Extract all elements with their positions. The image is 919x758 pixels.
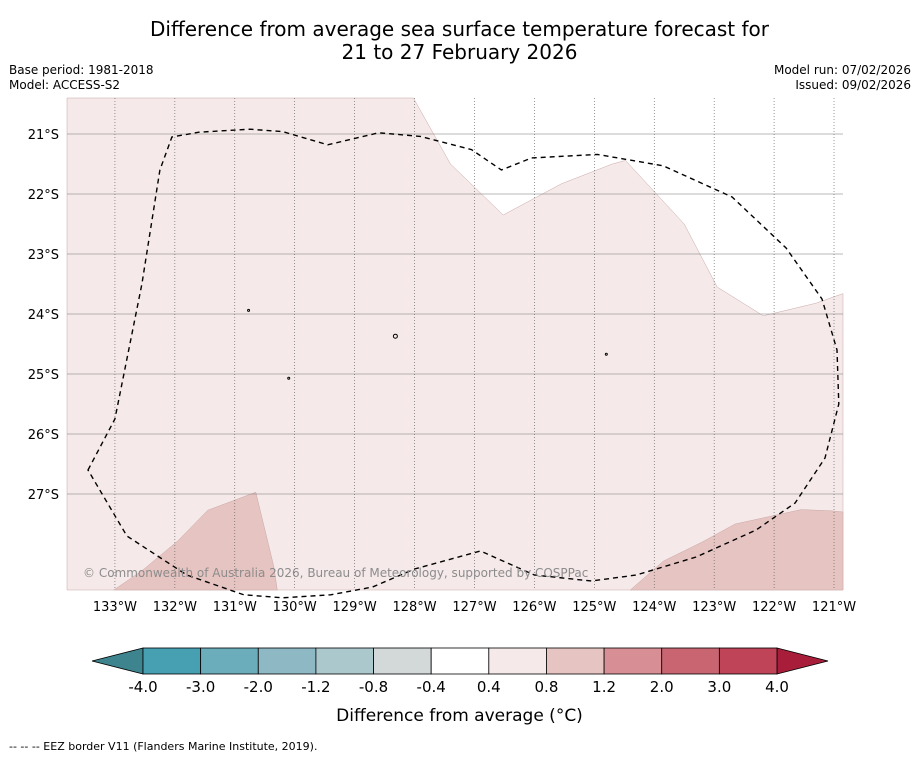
colorbar-segment <box>430 647 490 675</box>
map-plot-area: © Commonwealth of Australia 2026, Bureau… <box>66 97 844 599</box>
model-run: Model run: 07/02/2026 <box>773 63 911 77</box>
colorbar: -4.0 -3.0 -2.0 -1.2 -0.8 -0.4 0.4 0.8 1.2 2.0 3.0 4… <box>91 647 829 696</box>
lon-label: 129°W <box>333 600 377 615</box>
chart-title-line1: Difference from average sea surface temp… <box>149 17 769 41</box>
lat-label: 25°S <box>28 368 59 383</box>
colorbar-label: Difference from average (°C) <box>0 706 919 726</box>
lon-label: 127°W <box>452 600 496 615</box>
lon-label: 123°W <box>692 600 736 615</box>
lat-label: 21°S <box>28 128 59 143</box>
longitude-labels: 133°W 132°W 131°W 130°W 129°W 128°W 127°W 126°W… <box>93 600 856 615</box>
lon-label: 124°W <box>632 600 676 615</box>
colorbar-tick-label: -0.8 <box>359 678 388 696</box>
colorbar-segment <box>200 647 259 675</box>
colorbar-segment <box>603 647 663 675</box>
colorbar-segment <box>373 647 432 675</box>
colorbar-label-text: Difference from average ( <box>336 706 556 726</box>
main-anomaly-region <box>66 97 844 591</box>
colorbar-segment <box>315 647 374 675</box>
southeast-warm-region <box>629 509 844 591</box>
colorbar-tick-label: -2.0 <box>244 678 273 696</box>
chart-title: Difference from average sea surface temp… <box>0 18 919 64</box>
colorbar-segment <box>661 647 720 675</box>
island-d <box>287 376 291 380</box>
colorbar-tick-label: 0.4 <box>477 678 501 696</box>
lat-label: 23°S <box>28 248 59 263</box>
lon-label: 126°W <box>512 600 556 615</box>
base-period: Base period: 1981-2018 <box>9 63 154 77</box>
lat-label: 26°S <box>28 428 59 443</box>
lon-label: 130°W <box>273 600 317 615</box>
colorbar-tick-label: 1.2 <box>592 678 616 696</box>
copyright-notice: © Commonwealth of Australia 2026, Bureau… <box>83 566 588 580</box>
colorbar-tick-label: -1.2 <box>301 678 330 696</box>
colorbar-tick-label: -0.4 <box>417 678 446 696</box>
lat-label: 22°S <box>28 188 59 203</box>
southwest-warm-region <box>112 491 278 591</box>
chart-title-line2: 21 to 27 February 2026 <box>341 40 578 64</box>
island-b <box>392 333 398 339</box>
colorbar-tick-label: -3.0 <box>186 678 215 696</box>
lon-label: 125°W <box>572 600 616 615</box>
lon-label: 133°W <box>93 600 137 615</box>
lon-label: 132°W <box>153 600 197 615</box>
colorbar-tick-label: 4.0 <box>765 678 789 696</box>
colorbar-segment <box>718 647 778 675</box>
lat-label: 24°S <box>28 308 59 323</box>
colorbar-extend-high <box>776 647 829 675</box>
lat-label: 27°S <box>28 488 59 503</box>
colorbar-segment <box>257 647 317 675</box>
model-name: Model: ACCESS-S2 <box>9 78 121 92</box>
eez-border <box>87 128 840 599</box>
meta-right: Model run: 07/02/2026 Issued: 09/02/2026 <box>774 63 911 93</box>
lon-label: 121°W <box>812 600 856 615</box>
colorbar-segment <box>546 647 605 675</box>
island-a <box>247 308 251 312</box>
colorbar-tick-label: -4.0 <box>128 678 157 696</box>
issued-date: Issued: 09/02/2026 <box>795 78 911 92</box>
colorbar-tick-label: 2.0 <box>650 678 674 696</box>
eez-footnote: -- -- -- EEZ border V11 (Flanders Marine… <box>9 740 318 753</box>
colorbar-tick-label: 0.8 <box>535 678 559 696</box>
meta-left: Base period: 1981-2018 Model: ACCESS-S2 <box>9 63 154 93</box>
colorbar-tick-label: 3.0 <box>707 678 731 696</box>
island-c <box>604 352 608 356</box>
latitude-labels: 21°S 22°S 23°S 24°S 25°S 26°S 27°S <box>28 128 59 503</box>
lon-label: 122°W <box>752 600 796 615</box>
colorbar-segment <box>488 647 547 675</box>
colorbar-label-unit: °C) <box>555 706 583 726</box>
colorbar-segment <box>142 647 202 675</box>
lon-label: 131°W <box>213 600 257 615</box>
colorbar-extend-low <box>91 647 144 675</box>
lon-label: 128°W <box>392 600 436 615</box>
map-figure: © Commonwealth of Australia 2026, Bureau… <box>28 97 856 696</box>
